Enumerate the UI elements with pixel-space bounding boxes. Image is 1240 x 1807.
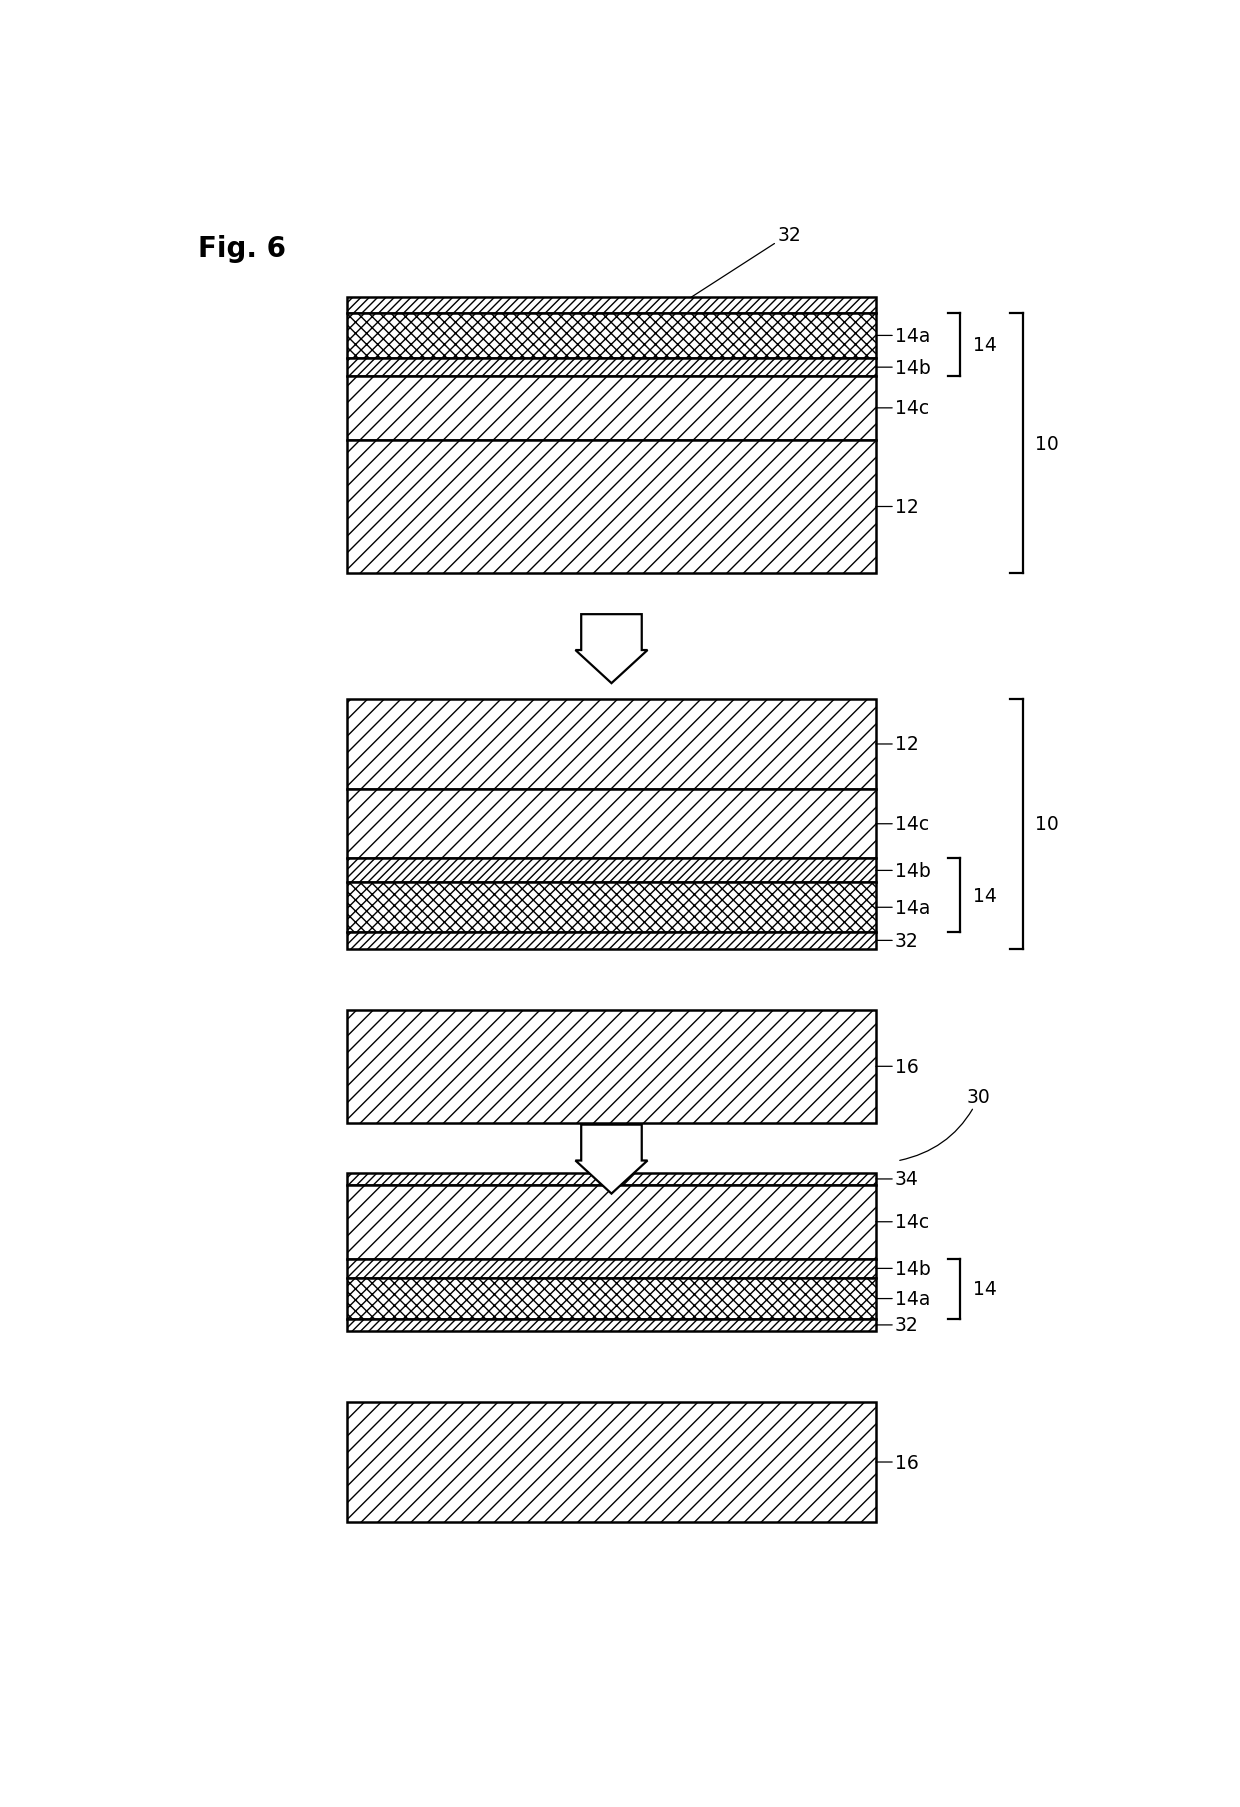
- Text: 16: 16: [875, 1057, 919, 1077]
- Text: 14b: 14b: [875, 1259, 931, 1278]
- Bar: [347, 1279, 875, 1319]
- Text: 14c: 14c: [875, 1212, 929, 1232]
- Text: 32: 32: [875, 931, 919, 950]
- Bar: [347, 441, 875, 575]
- Bar: [347, 298, 875, 313]
- Text: 14c: 14c: [875, 815, 929, 833]
- Bar: [347, 1319, 875, 1332]
- Text: 14a: 14a: [875, 898, 930, 918]
- Bar: [347, 884, 875, 932]
- Polygon shape: [575, 614, 647, 683]
- Text: 14a: 14a: [875, 327, 930, 345]
- Bar: [347, 378, 875, 441]
- Text: 10: 10: [1035, 434, 1059, 454]
- Bar: [347, 1402, 875, 1521]
- Bar: [347, 790, 875, 858]
- Text: 32: 32: [691, 226, 801, 298]
- Bar: [347, 932, 875, 949]
- Text: 14: 14: [973, 336, 997, 354]
- Bar: [347, 1173, 875, 1185]
- Bar: [347, 858, 875, 884]
- Text: 30: 30: [900, 1088, 991, 1160]
- Text: 14b: 14b: [875, 862, 931, 880]
- Text: Fig. 6: Fig. 6: [198, 235, 286, 262]
- Text: 14c: 14c: [875, 399, 929, 417]
- Text: 14a: 14a: [875, 1290, 930, 1308]
- Bar: [347, 313, 875, 360]
- Bar: [347, 1010, 875, 1124]
- Bar: [347, 1259, 875, 1279]
- Bar: [347, 360, 875, 378]
- Text: 34: 34: [875, 1169, 919, 1189]
- Polygon shape: [575, 1126, 647, 1194]
- Text: 10: 10: [1035, 815, 1059, 833]
- Text: 14: 14: [973, 1279, 997, 1299]
- Text: 14: 14: [973, 885, 997, 905]
- Text: 32: 32: [875, 1315, 919, 1335]
- Text: 12: 12: [875, 497, 919, 517]
- Text: 16: 16: [875, 1453, 919, 1471]
- Text: 12: 12: [875, 735, 919, 754]
- Bar: [347, 699, 875, 790]
- Text: 14b: 14b: [875, 358, 931, 378]
- Bar: [347, 1185, 875, 1259]
